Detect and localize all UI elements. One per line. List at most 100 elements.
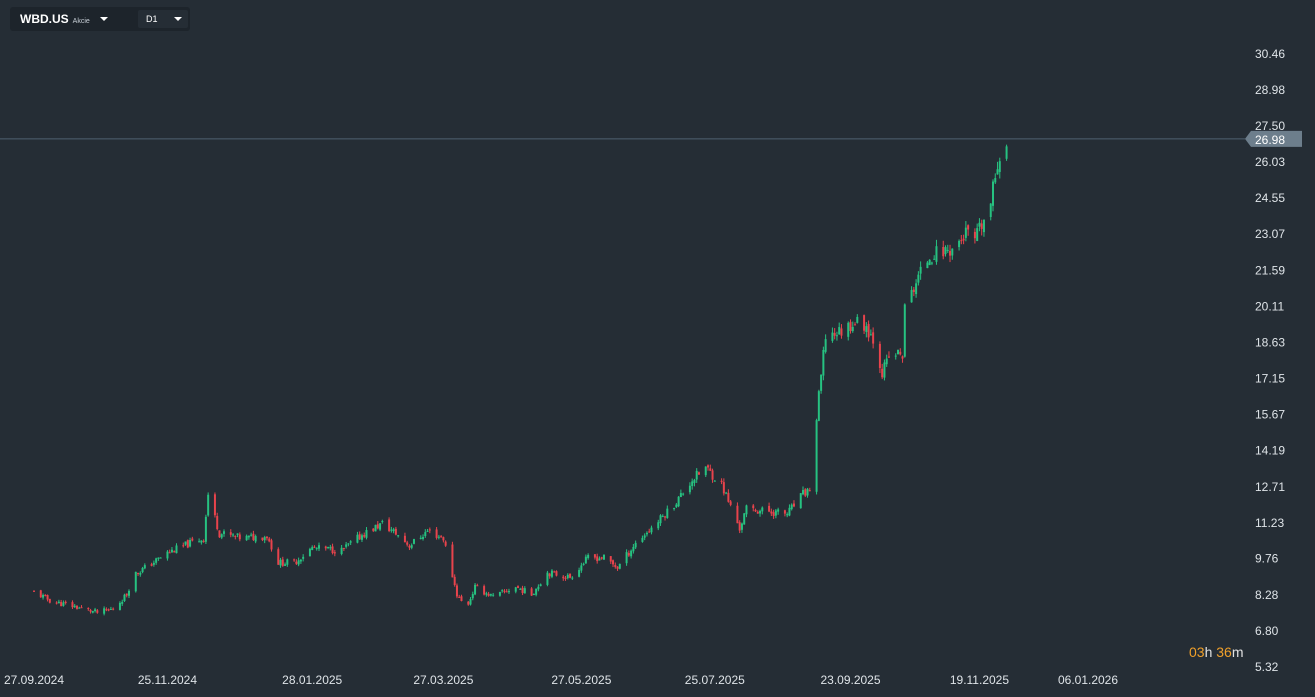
candle-body xyxy=(442,537,445,541)
candle-body xyxy=(471,594,474,599)
candle-body xyxy=(571,577,574,579)
candle-body xyxy=(707,465,710,468)
candle-body xyxy=(293,559,296,561)
candle-body xyxy=(94,609,97,612)
candle-body xyxy=(865,326,868,333)
candle-body xyxy=(709,468,712,471)
candle-body xyxy=(881,368,884,378)
candle-body xyxy=(917,274,920,283)
candle-body xyxy=(982,219,985,233)
timeframe-label: D1 xyxy=(146,14,158,24)
candle-body xyxy=(962,238,965,241)
candle-body xyxy=(770,511,773,514)
candle-body xyxy=(693,479,696,483)
candle-body xyxy=(964,227,967,238)
candle-body xyxy=(458,596,461,598)
candle-body xyxy=(374,524,377,532)
candle-body xyxy=(980,223,983,229)
candle-body xyxy=(566,574,569,579)
y-tick-label: 14.19 xyxy=(1255,444,1285,458)
candle-body xyxy=(602,554,605,560)
candle-body xyxy=(630,550,633,557)
candle-body xyxy=(949,250,952,256)
countdown-hours: 03 xyxy=(1189,644,1205,660)
candle-body xyxy=(944,247,947,255)
instrument-type-label: Akcie xyxy=(72,18,90,25)
candle-body xyxy=(691,481,694,487)
candle-body xyxy=(397,535,400,537)
candle-body xyxy=(460,596,463,602)
candle-body xyxy=(315,547,318,549)
candle-body xyxy=(159,557,162,559)
candle-body xyxy=(899,351,902,355)
candle-body xyxy=(263,537,266,541)
candle-body xyxy=(80,607,83,609)
symbol-selector[interactable]: WBD.US Akcie xyxy=(20,12,108,26)
candle-body xyxy=(170,549,173,553)
countdown-minutes: 36 xyxy=(1216,644,1232,660)
candle-body xyxy=(191,538,194,541)
countdown-minutes-unit: m xyxy=(1231,644,1244,660)
candle-body xyxy=(856,316,859,323)
candle-body xyxy=(661,516,664,518)
candle-body xyxy=(410,545,413,548)
candle-body xyxy=(437,536,440,538)
x-tick-label: 25.11.2024 xyxy=(138,673,197,687)
candle-body xyxy=(546,572,549,585)
candle-body xyxy=(514,587,517,592)
candle-body xyxy=(838,327,841,335)
candle-body xyxy=(580,565,583,571)
candle-body xyxy=(220,534,223,538)
y-tick-label: 11.23 xyxy=(1255,516,1284,530)
candle-body xyxy=(863,315,866,331)
candle-body xyxy=(930,262,933,264)
candle-body xyxy=(593,554,596,558)
candle-body xyxy=(392,529,395,532)
candle-body xyxy=(444,541,447,546)
candle-body xyxy=(329,547,332,549)
candle-body xyxy=(360,535,363,540)
candle-body xyxy=(313,546,316,548)
candle-body xyxy=(851,326,854,332)
candle-body xyxy=(901,356,904,359)
candle-body xyxy=(394,528,397,535)
candle-countdown: 03h 36m xyxy=(1189,644,1244,660)
candle-body xyxy=(587,554,590,559)
candle-body xyxy=(713,480,716,482)
candle-body xyxy=(910,290,913,303)
candle-body xyxy=(139,572,142,575)
candle-body xyxy=(645,532,648,535)
candle-body xyxy=(112,608,115,610)
candle-body xyxy=(155,558,158,563)
candle-body xyxy=(87,608,90,610)
candle-body xyxy=(39,590,42,598)
candle-body xyxy=(422,537,425,539)
candle-body xyxy=(331,546,334,554)
candle-body xyxy=(820,374,823,391)
candle-body xyxy=(184,541,187,545)
timeframe-selector[interactable]: D1 xyxy=(138,10,188,28)
candle-body xyxy=(679,493,682,498)
candle-body xyxy=(555,571,558,576)
candle-body xyxy=(994,178,997,183)
candle-body xyxy=(738,522,741,531)
candle-body xyxy=(365,530,368,538)
candle-body xyxy=(299,559,302,562)
candle-body xyxy=(727,492,730,502)
candle-body xyxy=(761,507,764,512)
candle-body xyxy=(976,228,979,242)
x-tick-label: 25.07.2025 xyxy=(685,673,745,687)
candle-body xyxy=(736,505,739,524)
candle-body xyxy=(426,530,429,532)
candle-body xyxy=(150,564,153,566)
candle-body xyxy=(903,304,906,357)
candle-body xyxy=(143,565,146,569)
candle-body xyxy=(569,573,572,578)
candle-body xyxy=(311,547,314,550)
candle-body xyxy=(996,169,999,175)
candle-body xyxy=(885,358,888,365)
candle-body xyxy=(664,516,667,518)
candle-body xyxy=(989,203,992,217)
candle-body xyxy=(725,492,728,494)
